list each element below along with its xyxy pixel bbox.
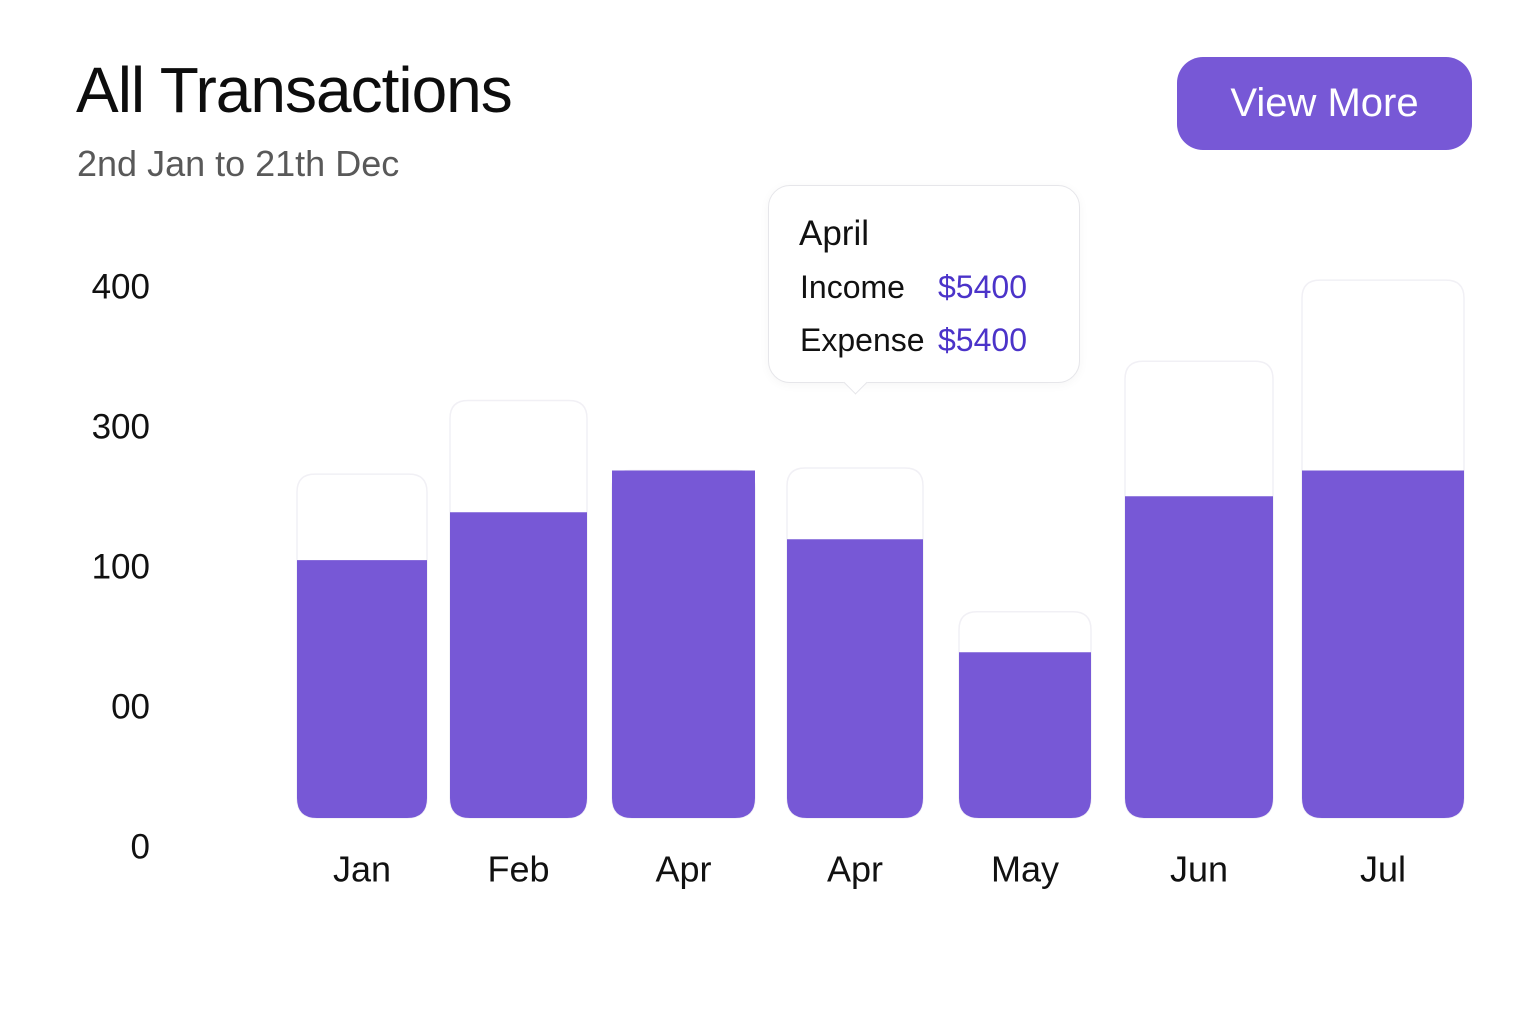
- bar-may[interactable]: [959, 652, 1091, 818]
- tooltip-income-label: Income: [800, 269, 905, 305]
- x-tick-label: May: [991, 849, 1059, 890]
- bar-apr[interactable]: [787, 539, 923, 818]
- tooltip-expense-row: Expense $5400: [800, 322, 1027, 358]
- tooltip-month: April: [799, 214, 870, 253]
- x-tick-label: Jul: [1360, 849, 1406, 890]
- bar-tooltip: April Income $5400 Expense $5400: [768, 185, 1080, 383]
- y-tick-label: 400: [92, 267, 150, 306]
- tooltip-income-row: Income $5400: [800, 269, 1027, 305]
- y-tick-label: 100: [92, 547, 150, 586]
- bar-jun[interactable]: [1125, 496, 1273, 818]
- bars: [297, 470, 1464, 818]
- tooltip-income-value: $5400: [938, 269, 1027, 305]
- bar-feb[interactable]: [450, 512, 587, 818]
- y-tick-label: 00: [111, 687, 150, 726]
- bar-apr[interactable]: [612, 470, 755, 818]
- bar-jul[interactable]: [1302, 470, 1464, 818]
- date-range-subtitle: 2nd Jan to 21th Dec: [77, 143, 400, 184]
- x-tick-label: Apr: [655, 849, 711, 890]
- view-more-button[interactable]: View More: [1177, 57, 1472, 150]
- x-tick-label: Feb: [487, 849, 549, 890]
- tooltip-expense-value: $5400: [938, 322, 1027, 358]
- tooltip-expense-label: Expense: [800, 322, 925, 358]
- page-title: All Transactions: [76, 54, 513, 126]
- x-tick-label: Jun: [1170, 849, 1228, 890]
- y-tick-label: 0: [131, 827, 150, 866]
- y-tick-label: 300: [92, 407, 150, 446]
- x-tick-label: Apr: [827, 849, 883, 890]
- bar-jan[interactable]: [297, 560, 427, 818]
- x-axis: Jan Feb Apr Apr May Jun Jul: [333, 849, 1406, 890]
- x-tick-label: Jan: [333, 849, 391, 890]
